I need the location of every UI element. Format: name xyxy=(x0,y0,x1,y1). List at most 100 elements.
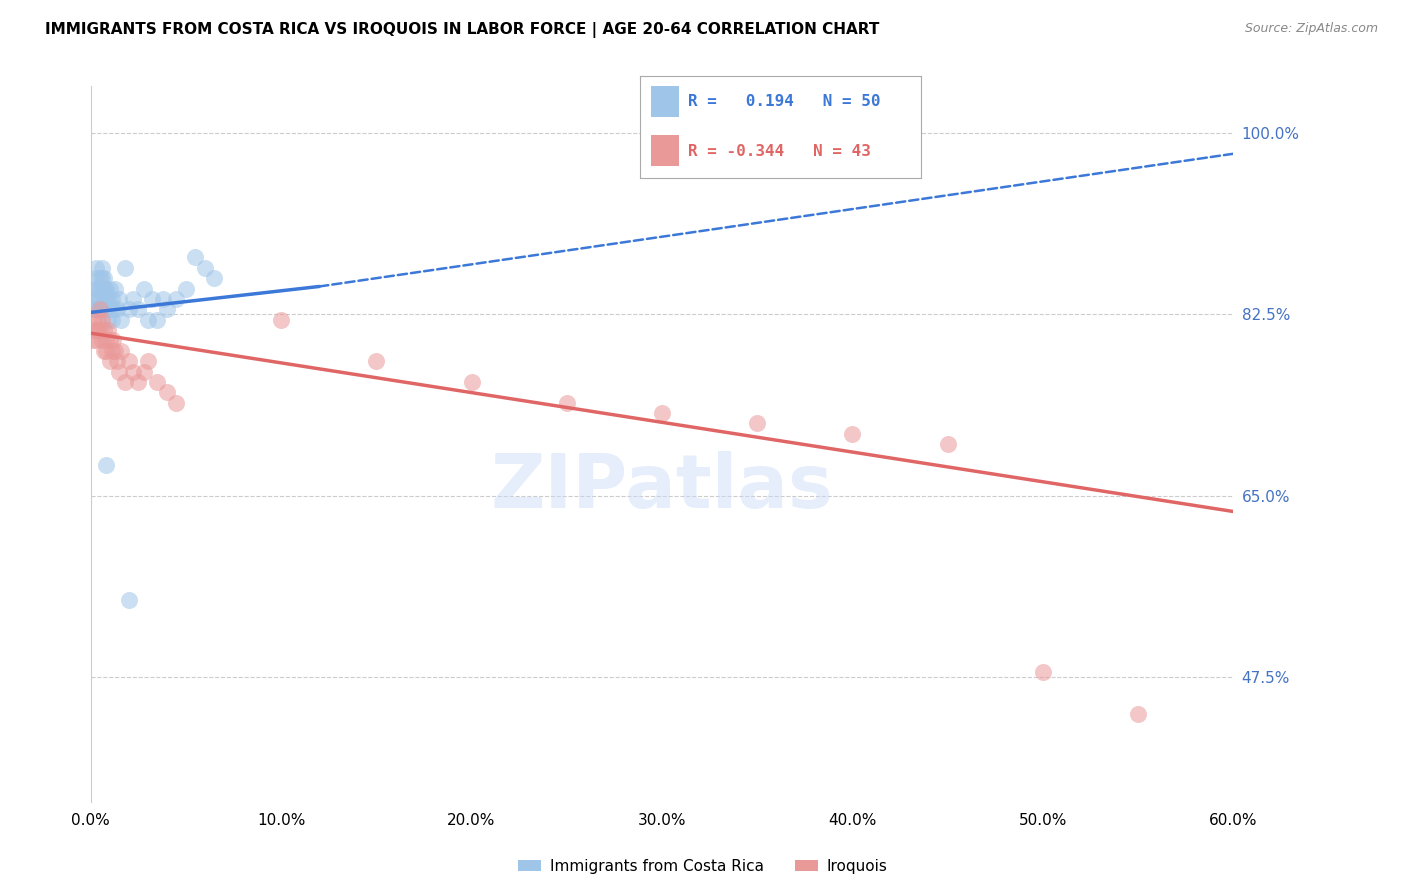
FancyBboxPatch shape xyxy=(651,136,679,166)
Point xyxy=(105,302,128,317)
Point xyxy=(83,312,105,326)
Legend: Immigrants from Costa Rica, Iroquois: Immigrants from Costa Rica, Iroquois xyxy=(512,853,894,880)
Point xyxy=(118,592,141,607)
Point xyxy=(118,354,141,368)
Point xyxy=(93,292,115,306)
Point xyxy=(100,292,122,306)
Point xyxy=(83,302,105,317)
Point xyxy=(89,281,111,295)
Point xyxy=(184,251,207,265)
Point xyxy=(97,323,120,337)
Point xyxy=(103,302,125,317)
Point xyxy=(104,281,127,295)
Point xyxy=(89,302,111,317)
Point xyxy=(91,334,114,348)
Point xyxy=(110,312,132,326)
Point xyxy=(86,271,108,285)
Point xyxy=(651,406,673,420)
Point xyxy=(91,312,114,326)
Point xyxy=(127,302,149,317)
Point xyxy=(89,271,111,285)
Point xyxy=(87,323,110,337)
Point xyxy=(87,281,110,295)
Point xyxy=(110,343,132,358)
Text: IMMIGRANTS FROM COSTA RICA VS IROQUOIS IN LABOR FORCE | AGE 20-64 CORRELATION CH: IMMIGRANTS FROM COSTA RICA VS IROQUOIS I… xyxy=(45,22,879,38)
Point xyxy=(93,323,115,337)
Point xyxy=(98,334,121,348)
Point xyxy=(94,281,117,295)
Point xyxy=(114,260,136,275)
Point xyxy=(86,292,108,306)
Point xyxy=(94,334,117,348)
Point xyxy=(105,354,128,368)
Point xyxy=(86,260,108,275)
Point xyxy=(121,292,143,306)
Point xyxy=(1032,665,1054,680)
Point xyxy=(87,302,110,317)
Point xyxy=(91,281,114,295)
Point xyxy=(98,302,121,317)
Point xyxy=(141,292,163,306)
Point xyxy=(98,281,121,295)
Point xyxy=(94,458,117,472)
Point xyxy=(83,281,105,295)
Point xyxy=(98,354,121,368)
Point xyxy=(156,302,179,317)
Point xyxy=(94,343,117,358)
Point xyxy=(156,385,179,400)
Point xyxy=(152,292,174,306)
Point xyxy=(132,364,155,378)
Point xyxy=(146,375,169,389)
Point xyxy=(366,354,388,368)
Point xyxy=(93,281,115,295)
Point xyxy=(841,426,863,441)
Point xyxy=(121,364,143,378)
Point xyxy=(936,437,959,451)
Point xyxy=(127,375,149,389)
Point xyxy=(747,417,769,431)
Point xyxy=(114,375,136,389)
Point xyxy=(165,395,187,409)
Point xyxy=(270,312,292,326)
Point xyxy=(165,292,187,306)
Point xyxy=(91,271,114,285)
Point xyxy=(83,323,105,337)
Point xyxy=(136,354,159,368)
Point xyxy=(100,343,122,358)
Point xyxy=(174,281,197,295)
Point xyxy=(104,343,127,358)
Text: R =   0.194   N = 50: R = 0.194 N = 50 xyxy=(688,95,880,110)
Point xyxy=(100,312,122,326)
Text: Source: ZipAtlas.com: Source: ZipAtlas.com xyxy=(1244,22,1378,36)
Point xyxy=(132,281,155,295)
Point xyxy=(103,334,125,348)
Point xyxy=(555,395,578,409)
Point xyxy=(108,364,131,378)
Point xyxy=(93,343,115,358)
Point xyxy=(89,323,111,337)
Point xyxy=(97,312,120,326)
Point xyxy=(86,334,108,348)
Point xyxy=(97,292,120,306)
Point xyxy=(87,292,110,306)
Point xyxy=(94,292,117,306)
Point xyxy=(82,302,104,317)
Point xyxy=(194,260,217,275)
FancyBboxPatch shape xyxy=(651,87,679,117)
Point xyxy=(93,271,115,285)
Text: ZIPatlas: ZIPatlas xyxy=(491,450,834,524)
Point xyxy=(118,302,141,317)
Point xyxy=(202,271,225,285)
Point xyxy=(108,292,131,306)
Point xyxy=(82,334,104,348)
Point xyxy=(1126,706,1149,721)
Point xyxy=(86,323,108,337)
Text: R = -0.344   N = 43: R = -0.344 N = 43 xyxy=(688,144,870,159)
Point xyxy=(94,302,117,317)
Point xyxy=(146,312,169,326)
Point xyxy=(460,375,482,389)
Point xyxy=(91,260,114,275)
Point xyxy=(87,312,110,326)
Point xyxy=(136,312,159,326)
Point xyxy=(89,292,111,306)
